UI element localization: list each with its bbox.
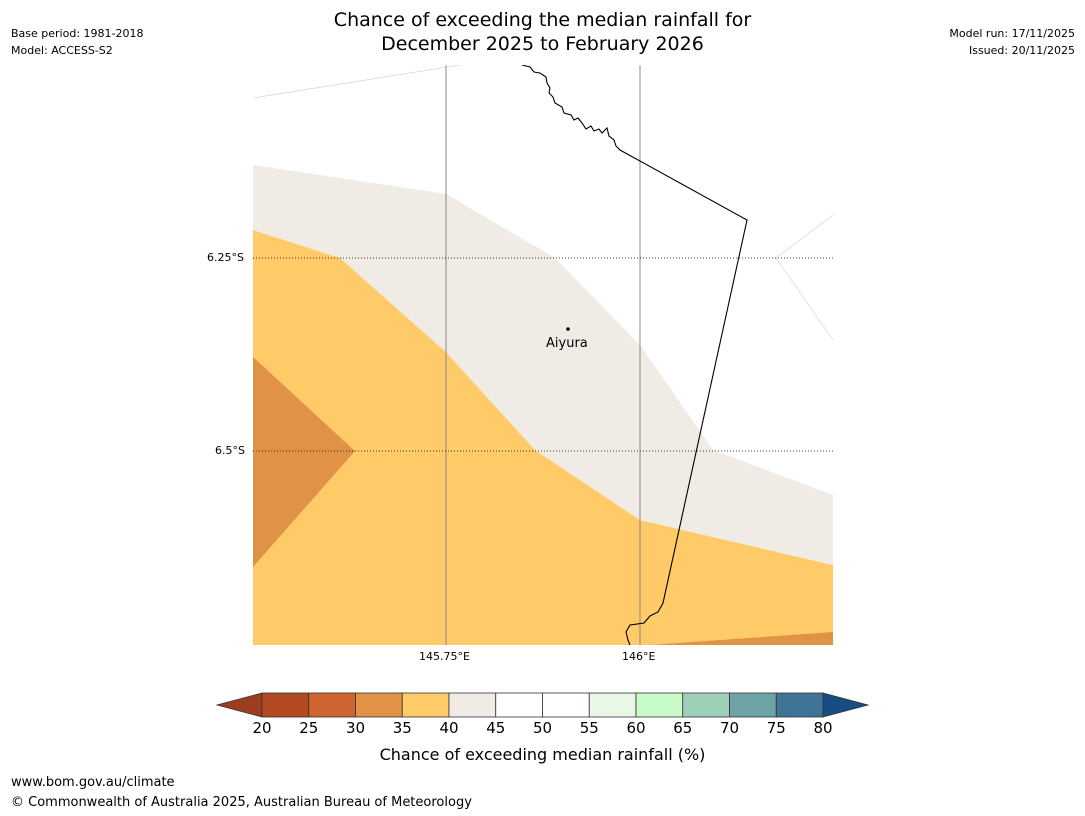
colorbar-tick-label: 35 <box>392 719 412 737</box>
colorbar-segment <box>308 692 356 718</box>
title-line-2: December 2025 to February 2026 <box>381 33 704 55</box>
place-label-aiyura: Aiyura <box>546 336 588 351</box>
colorbar-segment <box>588 692 637 718</box>
colorbar-segment <box>448 692 497 718</box>
colorbar-segment <box>261 692 310 718</box>
zone-30-35-southeast <box>650 632 833 645</box>
faint-contour-3 <box>775 257 833 341</box>
zone-40-45 <box>253 165 833 565</box>
model-text: Model: ACCESS-S2 <box>11 44 113 57</box>
footer-copyright: © Commonwealth of Australia 2025, Austra… <box>11 795 472 810</box>
colorbar-extend-low <box>215 692 263 718</box>
faint-contour-1 <box>253 65 461 99</box>
lat-label-6-25: 6.25°S <box>207 251 244 264</box>
lon-label-145-75: 145.75°E <box>419 650 470 663</box>
aiyura-marker <box>566 327 570 331</box>
boundary-line <box>521 65 748 645</box>
lat-label-6-5: 6.5°S <box>215 444 245 457</box>
page-title: Chance of exceeding the median rainfall … <box>0 8 1085 56</box>
model-run-text: Model run: 17/11/2025 <box>949 27 1075 40</box>
colorbar-segment <box>495 692 543 718</box>
colorbar-tick-label: 30 <box>345 719 366 737</box>
colorbar-tick-label: 60 <box>626 719 646 737</box>
colorbar-ticks: 20 25 30 35 40 45 50 55 60 65 70 75 80 <box>0 719 1085 739</box>
colorbar-label: Chance of exceeding median rainfall (%) <box>379 745 706 764</box>
colorbar-tick-label: 80 <box>813 719 833 737</box>
colorbar-segment <box>729 692 777 718</box>
colorbar-tick-label: 45 <box>486 719 506 737</box>
colorbar-segment <box>775 692 824 718</box>
colorbar-segment <box>401 692 450 718</box>
colorbar-segment <box>635 692 684 718</box>
faint-contour-2 <box>775 214 833 259</box>
base-period-text: Base period: 1981-2018 <box>11 27 144 40</box>
title-line-1: Chance of exceeding the median rainfall … <box>333 9 752 31</box>
colorbar-tick-label: 70 <box>719 719 740 737</box>
colorbar-tick-label: 25 <box>299 719 319 737</box>
zone-35-40 <box>253 230 833 645</box>
colorbar-tick-label: 40 <box>439 719 459 737</box>
colorbar-tick-label: 75 <box>766 719 786 737</box>
colorbar-extend-high <box>822 692 870 718</box>
colorbar-tick-label: 50 <box>532 719 553 737</box>
footer-url[interactable]: www.bom.gov.au/climate <box>11 775 175 790</box>
colorbar-segment <box>682 692 730 718</box>
zone-30-35-west <box>253 357 355 567</box>
issued-text: Issued: 20/11/2025 <box>968 44 1075 57</box>
colorbar-segment <box>542 692 590 718</box>
lon-label-146: 146°E <box>622 650 656 663</box>
colorbar-tick-label: 55 <box>579 719 599 737</box>
colorbar-tick-label: 65 <box>673 719 693 737</box>
colorbar-tick-label: 20 <box>252 719 272 737</box>
colorbar-segment <box>355 692 403 718</box>
